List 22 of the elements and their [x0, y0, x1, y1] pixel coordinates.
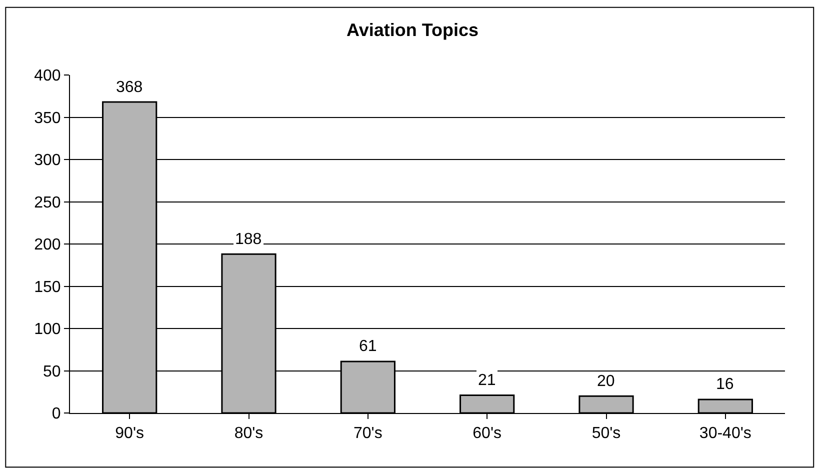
y-tick-label: 350: [34, 110, 61, 127]
y-tick-label: 300: [34, 152, 61, 170]
x-tick-label: 70's: [353, 425, 382, 442]
x-tick-label: 90's: [115, 425, 144, 442]
data-label: 16: [716, 376, 734, 393]
data-label: 21: [478, 372, 496, 389]
y-tick-label: 200: [34, 236, 61, 254]
data-label: 368: [116, 79, 143, 96]
data-label: 20: [597, 373, 615, 390]
y-tick-label: 0: [52, 406, 61, 423]
x-tick-label: 50's: [592, 425, 621, 442]
y-tick-label: 150: [34, 278, 61, 296]
chart-title: Aviation Topics: [346, 20, 479, 40]
data-label: 61: [359, 338, 377, 355]
data-label: 188: [235, 231, 262, 248]
x-tick-label: 60's: [472, 425, 502, 442]
x-tick-label: 30-40's: [699, 425, 752, 442]
y-tick-label: 50: [43, 363, 61, 380]
x-tick-label: 80's: [234, 425, 264, 442]
y-tick-label: 400: [34, 68, 61, 85]
y-tick-label: 250: [34, 194, 61, 212]
y-tick-label: 100: [34, 321, 61, 338]
